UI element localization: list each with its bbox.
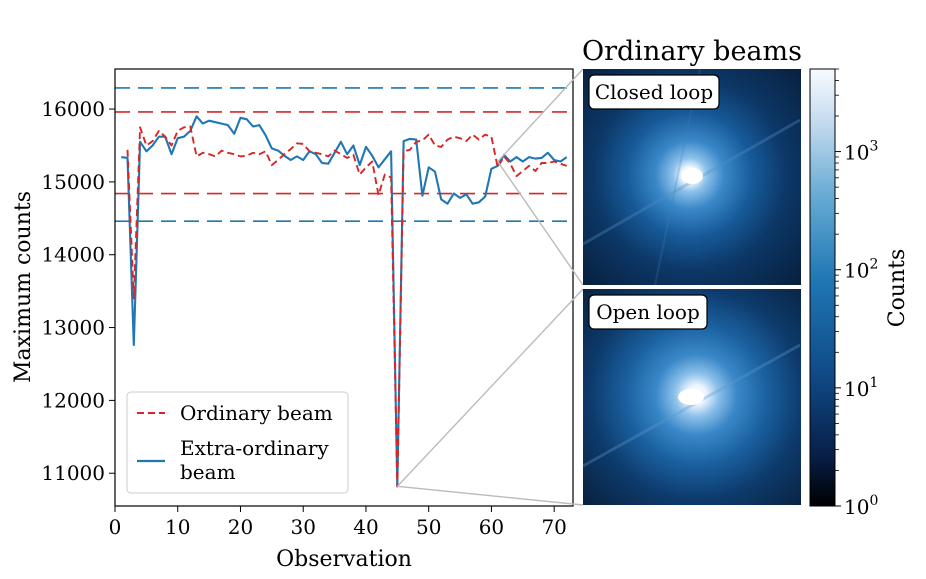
y-tick-label: 13000 bbox=[41, 316, 105, 340]
open-loop-spike bbox=[582, 343, 801, 468]
zoom-connector-line bbox=[397, 485, 584, 506]
open-loop-label-box bbox=[588, 294, 708, 330]
x-tick-label: 70 bbox=[541, 515, 566, 539]
y-axis-ticks: 11000 12000 13000 14000 15000 16000 bbox=[41, 97, 115, 485]
colorbar-ticks: 100 101 102 103 bbox=[835, 68, 878, 519]
legend: Ordinary beam Extra-ordinary beam bbox=[126, 391, 349, 494]
colorbar-label: Counts bbox=[885, 249, 910, 328]
colorbar-tick-label: 101 bbox=[844, 375, 878, 401]
y-tick-label: 15000 bbox=[41, 170, 105, 194]
series-line-extra-ordinary-beam bbox=[121, 115, 568, 488]
line-plot: 0 10 20 30 40 50 60 70 11000 12000 13000 14000 1500… bbox=[11, 68, 574, 572]
ordinary-beams-panel: Ordinary beams Closed loop Open loop 100… bbox=[582, 36, 910, 519]
x-tick-label: 60 bbox=[479, 515, 504, 539]
zoom-connector-line bbox=[396, 288, 584, 487]
open-loop-core bbox=[678, 389, 704, 405]
legend-label-line-2: beam bbox=[180, 460, 236, 484]
legend-label-extra-ordinary: Extra-ordinary beam bbox=[180, 436, 335, 484]
x-tick-label: 0 bbox=[109, 515, 122, 539]
legend-box bbox=[126, 391, 349, 494]
colorbar-tick-label: 100 bbox=[844, 493, 878, 519]
zoom-connectors bbox=[396, 68, 584, 506]
colorbar-tick-label: 102 bbox=[844, 257, 878, 283]
x-tick-label: 20 bbox=[228, 515, 253, 539]
x-axis-ticks: 0 10 20 30 40 50 60 70 bbox=[109, 506, 567, 539]
plot-frame bbox=[114, 68, 574, 507]
x-tick-label: 30 bbox=[290, 515, 315, 539]
series-lines bbox=[121, 115, 568, 488]
y-tick-label: 12000 bbox=[41, 388, 105, 412]
legend-label-ordinary: Ordinary beam bbox=[180, 401, 333, 425]
panel-title: Ordinary beams bbox=[582, 36, 802, 67]
colorbar: 100 101 102 103 Counts bbox=[809, 68, 910, 519]
x-tick-label: 50 bbox=[416, 515, 441, 539]
x-tick-label: 10 bbox=[165, 515, 190, 539]
legend-label-line-1: Extra-ordinary bbox=[180, 436, 329, 460]
series-line-ordinary-beam bbox=[126, 125, 568, 488]
closed-loop-label-box bbox=[588, 74, 720, 110]
y-axis-label: Maximum counts bbox=[11, 191, 36, 383]
y-tick-label: 14000 bbox=[41, 243, 105, 267]
x-axis-label: Observation bbox=[276, 547, 412, 572]
colorbar-tick-label: 103 bbox=[844, 139, 878, 165]
zoom-connector-line bbox=[497, 161, 584, 286]
y-tick-label: 11000 bbox=[41, 461, 105, 485]
y-tick-label: 16000 bbox=[41, 97, 105, 121]
colorbar-gradient bbox=[809, 68, 836, 507]
open-loop-image: Open loop bbox=[582, 289, 801, 505]
zoom-connector-line bbox=[497, 68, 584, 162]
open-loop-label: Open loop bbox=[596, 300, 700, 324]
closed-loop-core bbox=[681, 168, 703, 184]
closed-loop-label: Closed loop bbox=[595, 80, 713, 104]
x-tick-label: 40 bbox=[353, 515, 378, 539]
closed-loop-image: Closed loop bbox=[582, 68, 801, 286]
reference-lines bbox=[115, 87, 573, 223]
